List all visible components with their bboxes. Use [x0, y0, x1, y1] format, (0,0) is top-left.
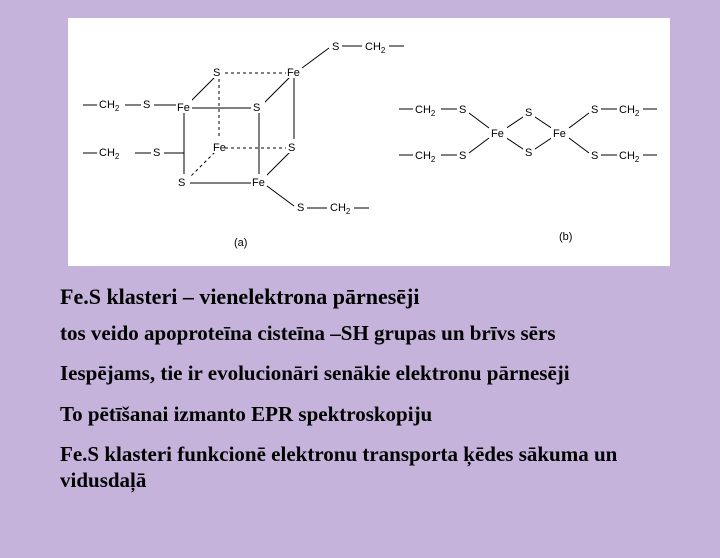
- svg-text:Fe: Fe: [177, 102, 190, 114]
- svg-text:S: S: [143, 99, 150, 111]
- svg-text:S: S: [591, 104, 598, 116]
- svg-text:S: S: [591, 150, 598, 162]
- svg-text:CH2: CH2: [365, 41, 386, 55]
- paragraph-2: Iespējams, tie ir evolucionāri senākie e…: [60, 360, 690, 386]
- chemical-diagram: S Fe Fe S Fe S S Fe S CH2 S CH2 S CH2: [68, 18, 670, 266]
- svg-text:S: S: [288, 142, 295, 154]
- fes-cluster-svg: S Fe Fe S Fe S S Fe S CH2 S CH2 S CH2: [68, 18, 670, 266]
- svg-text:S: S: [297, 202, 304, 214]
- svg-text:S: S: [525, 107, 532, 119]
- svg-text:Fe: Fe: [287, 67, 300, 79]
- svg-text:S: S: [253, 102, 260, 114]
- svg-text:S: S: [525, 147, 532, 159]
- svg-text:S: S: [178, 177, 185, 189]
- svg-text:CH2: CH2: [619, 104, 640, 118]
- svg-text:S: S: [332, 41, 339, 53]
- svg-text:S: S: [459, 104, 466, 116]
- svg-text:CH2: CH2: [619, 150, 640, 164]
- text-content: Fe.S klasteri – vienelektrona pārnesēji …: [0, 276, 720, 493]
- svg-text:Fe: Fe: [491, 128, 504, 140]
- svg-text:Fe: Fe: [553, 128, 566, 140]
- svg-text:S: S: [459, 150, 466, 162]
- svg-text:CH2: CH2: [330, 202, 351, 216]
- paragraph-4: Fe.S klasteri funkcionē elektronu transp…: [60, 441, 690, 494]
- svg-text:CH2: CH2: [99, 99, 120, 113]
- cluster-4fe4s: S Fe Fe S Fe S S Fe S CH2 S CH2 S CH2: [83, 41, 404, 216]
- cluster-2fe2s: Fe Fe S S S CH2 S CH2 S CH2 S CH2: [399, 104, 657, 164]
- label-a: (a): [234, 237, 247, 249]
- svg-text:CH2: CH2: [99, 147, 120, 161]
- label-b: (b): [559, 231, 572, 243]
- svg-text:S: S: [213, 67, 220, 79]
- svg-text:Fe: Fe: [213, 142, 226, 154]
- svg-text:CH2: CH2: [415, 104, 436, 118]
- heading: Fe.S klasteri – vienelektrona pārnesēji: [60, 284, 690, 310]
- svg-text:S: S: [153, 147, 160, 159]
- paragraph-3: To pētīšanai izmanto EPR spektroskopiju: [60, 401, 690, 427]
- svg-text:CH2: CH2: [415, 150, 436, 164]
- paragraph-1: tos veido apoproteīna cisteīna –SH grupa…: [60, 320, 690, 346]
- svg-text:Fe: Fe: [252, 177, 265, 189]
